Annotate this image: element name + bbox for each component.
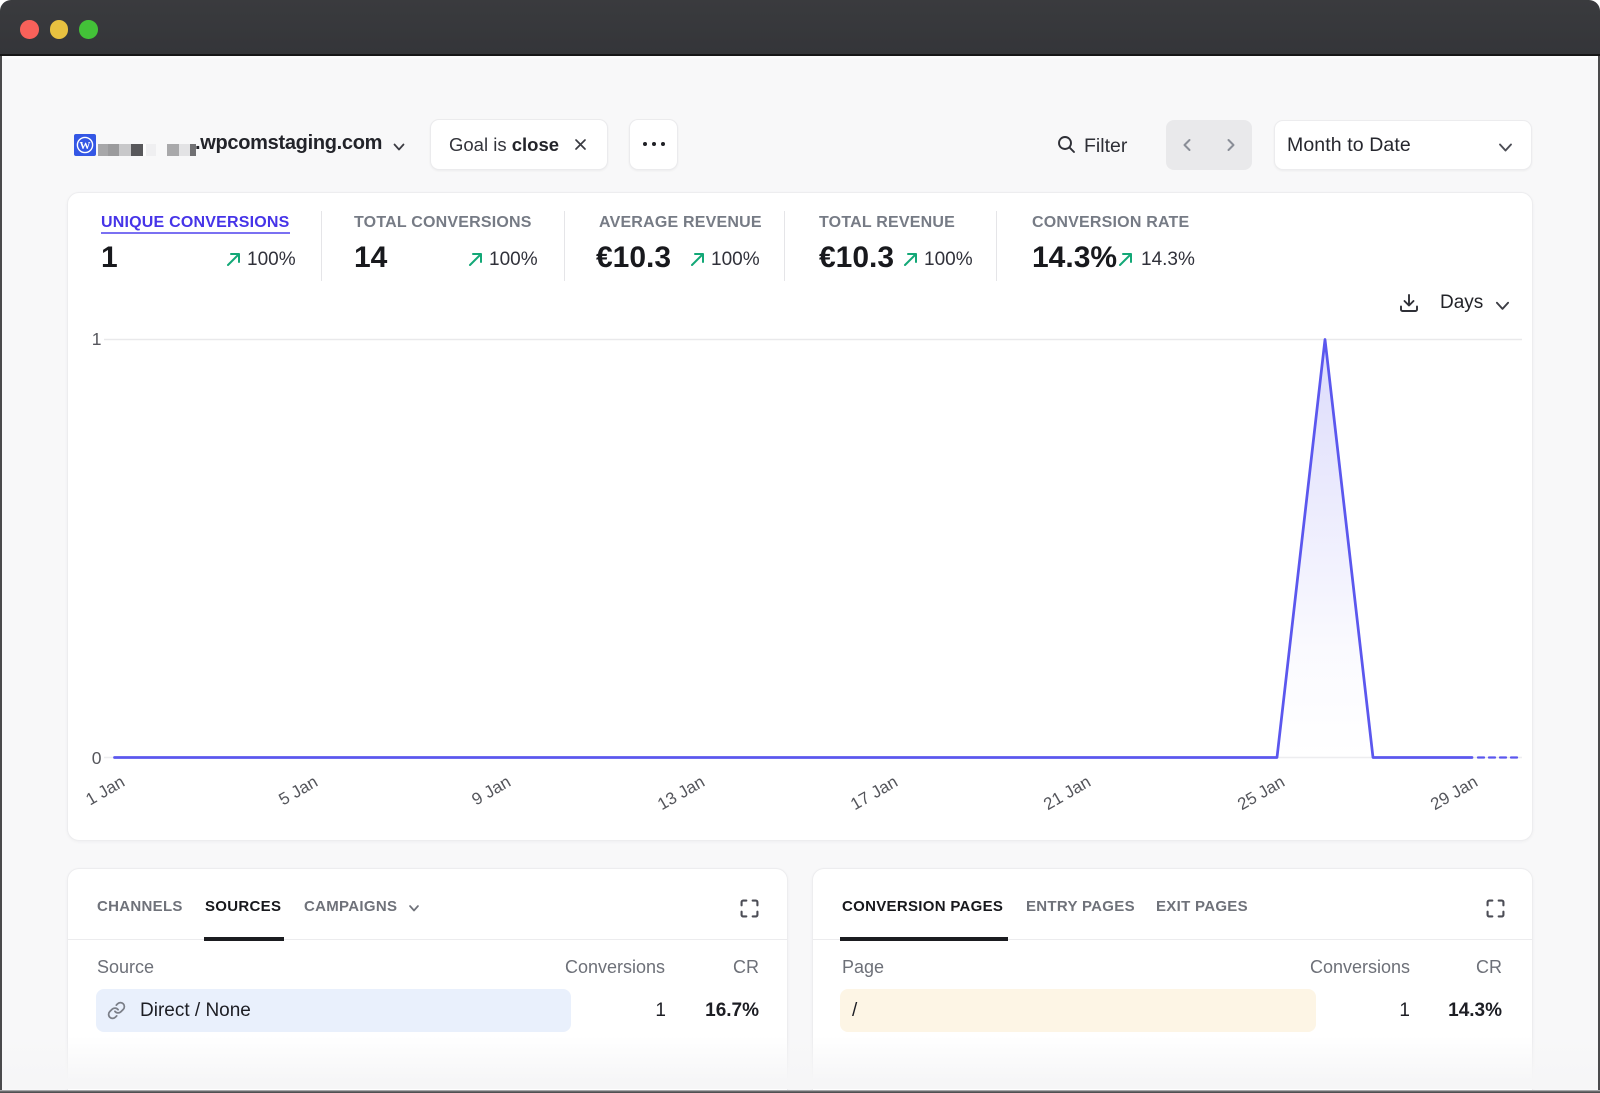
svg-text:5 Jan: 5 Jan <box>275 772 321 809</box>
svg-text:17 Jan: 17 Jan <box>847 772 901 814</box>
svg-text:9 Jan: 9 Jan <box>468 772 514 809</box>
svg-text:25 Jan: 25 Jan <box>1234 772 1288 814</box>
svg-text:W: W <box>80 140 91 152</box>
svg-text:13 Jan: 13 Jan <box>654 772 708 814</box>
svg-text:1: 1 <box>92 329 102 349</box>
svg-text:1 Jan: 1 Jan <box>82 772 128 809</box>
svg-text:29 Jan: 29 Jan <box>1427 772 1481 814</box>
svg-text:0: 0 <box>92 748 102 768</box>
svg-text:21 Jan: 21 Jan <box>1040 772 1094 814</box>
